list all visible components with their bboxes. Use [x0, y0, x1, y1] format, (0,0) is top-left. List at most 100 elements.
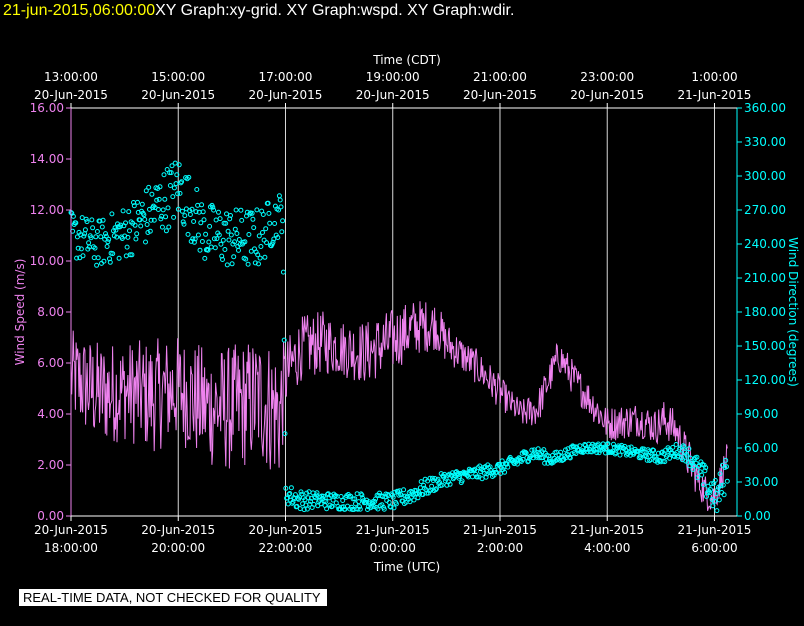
wind-direction-point	[683, 458, 689, 464]
wind-direction-point	[224, 262, 230, 268]
wind-direction-point	[502, 469, 508, 475]
wind-direction-point	[220, 237, 226, 243]
wind-direction-point	[103, 233, 109, 239]
wind-direction-point	[249, 210, 255, 216]
bottom-tick-date: 20-Jun-2015	[34, 523, 108, 537]
wind-direction-point	[380, 494, 386, 499]
top-tick-date: 20-Jun-2015	[463, 88, 537, 102]
bottom-tick-date: 21-Jun-2015	[678, 523, 752, 537]
wind-direction-point	[257, 255, 263, 261]
wind-direction-point	[256, 261, 261, 267]
wind-direction-point	[590, 441, 596, 447]
wind-direction-point	[212, 245, 218, 251]
wind-direction-point	[360, 495, 366, 501]
right-axis-title: Wind Direction (degrees)	[786, 237, 800, 387]
wind-direction-point	[282, 431, 288, 437]
wind-direction-point	[167, 170, 173, 176]
wind-direction-point	[279, 229, 285, 235]
bottom-tick-time: 0:00:00	[370, 541, 416, 555]
wind-direction-point	[418, 479, 424, 485]
wind-direction-point	[252, 260, 258, 266]
top-tick-date: 21-Jun-2015	[678, 88, 752, 102]
wind-direction-point	[433, 486, 439, 492]
wind-direction-point	[272, 221, 278, 226]
wind-direction-point	[522, 449, 528, 455]
wind-direction-point	[129, 252, 135, 258]
wind-direction-point	[613, 450, 619, 456]
wind-direction-point	[298, 489, 304, 495]
wind-direction-point	[73, 220, 79, 226]
wind-direction-point	[177, 190, 183, 196]
wind-direction-point	[223, 220, 229, 226]
wind-direction-point	[211, 236, 217, 242]
wind-direction-point	[155, 207, 161, 212]
wind-direction-point	[314, 490, 320, 496]
wind-direction-point	[199, 202, 205, 208]
wind-direction-point	[695, 475, 701, 481]
wind-direction-point	[171, 214, 177, 220]
wind-direction-point	[659, 450, 665, 456]
wind-direction-point	[558, 449, 564, 455]
wind-direction-point	[162, 196, 168, 202]
wind-direction-point	[143, 188, 149, 194]
wind-direction-point	[294, 503, 300, 509]
wind-direction-point	[84, 219, 90, 225]
wind-direction-point	[106, 236, 112, 242]
wind-direction-point	[673, 442, 679, 447]
wind-direction-point	[275, 235, 281, 240]
wind-direction-point	[93, 234, 99, 240]
wind-direction-point	[288, 485, 294, 491]
wind-direction-point	[457, 474, 463, 480]
wind-direction-point	[520, 456, 526, 462]
wind-direction-point	[261, 237, 267, 243]
wind-direction-point	[447, 481, 453, 487]
wind-direction-point	[94, 262, 100, 268]
wind-direction-point	[278, 204, 284, 210]
wind-direction-point	[233, 207, 239, 213]
wind-direction-point	[357, 506, 363, 512]
wind-direction-point	[696, 463, 701, 469]
axes: 0.00 2.00 4.00 6.00 8.00 10.00 12.00 14.00 16.00…	[13, 53, 800, 574]
wind-direction-point	[714, 508, 720, 514]
wind-direction-point	[357, 504, 362, 510]
wind-direction-point	[159, 213, 165, 219]
wind-direction-point	[375, 506, 381, 512]
wind-direction-point	[171, 185, 177, 191]
wind-direction-point	[617, 452, 623, 458]
wind-direction-point	[180, 219, 186, 225]
wind-direction-point	[611, 441, 616, 447]
wind-direction-point	[260, 230, 265, 235]
wind-direction-point	[179, 208, 185, 214]
wind-direction-point	[137, 217, 143, 223]
wind-direction-point	[165, 205, 171, 211]
wind-direction-point	[498, 471, 503, 476]
left-tick-label: 4.00	[37, 407, 64, 421]
wind-speed-series	[70, 301, 728, 512]
wind-direction-point	[197, 247, 203, 253]
wind-direction-point	[705, 483, 711, 489]
left-axis-title: Wind Speed (m/s)	[13, 259, 27, 366]
wind-direction-point	[356, 499, 362, 505]
wind-direction-point	[548, 459, 554, 465]
wind-direction-point	[125, 234, 131, 240]
wind-direction-point	[206, 239, 212, 245]
wind-direction-point	[163, 228, 169, 234]
wind-direction-point	[640, 448, 646, 454]
top-tick-time: 15:00:00	[151, 70, 205, 84]
wind-direction-point	[194, 187, 200, 192]
wind-direction-point	[724, 464, 729, 470]
bottom-tick-date: 21-Jun-2015	[463, 523, 537, 537]
wind-direction-point	[664, 452, 670, 458]
wind-direction-point	[724, 478, 730, 484]
wind-direction-point	[199, 239, 205, 244]
wind-direction-point	[116, 255, 122, 261]
wind-direction-point	[174, 172, 180, 178]
wind-direction-point	[92, 245, 98, 251]
wind-direction-point	[166, 224, 172, 230]
top-tick-date: 20-Jun-2015	[34, 88, 108, 102]
wind-direction-point	[662, 459, 668, 465]
wind-direction-point	[433, 487, 439, 493]
wind-direction-point	[256, 233, 262, 239]
wind-direction-point	[238, 207, 244, 213]
